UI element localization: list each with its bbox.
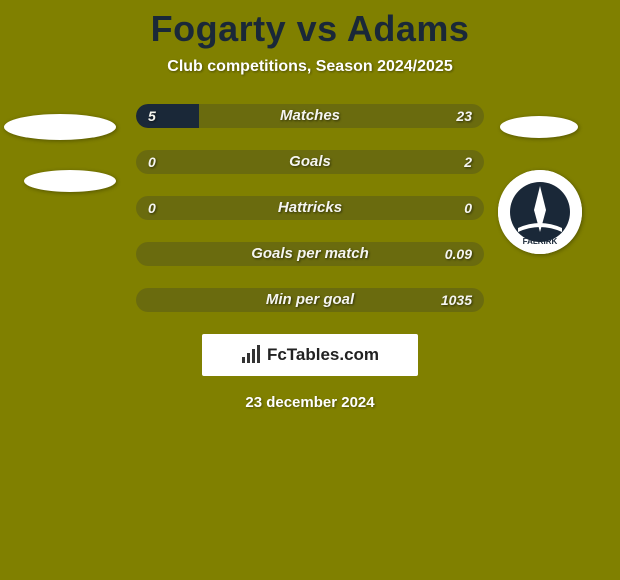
- footer-date: 23 december 2024: [0, 394, 620, 411]
- bar-fill-left: [136, 104, 199, 128]
- page-subtitle: Club competitions, Season 2024/2025: [0, 58, 620, 76]
- bar-label: Min per goal: [136, 288, 484, 312]
- bar-row-hattricks: 0 Hattricks 0: [136, 196, 484, 220]
- player-left-avatar-2: [24, 170, 116, 192]
- bar-row-gpm: Goals per match 0.09: [136, 242, 484, 266]
- bar-value-right: 23: [456, 104, 472, 128]
- bar-value-right: 0.09: [445, 242, 472, 266]
- bar-row-matches: 5 Matches 23: [136, 104, 484, 128]
- player-left-avatar-1: [4, 114, 116, 140]
- watermark-box: FcTables.com: [202, 334, 418, 376]
- club-badge-icon: FALKIRK: [498, 170, 582, 254]
- bar-value-left: 0: [148, 150, 156, 174]
- bar-row-mpg: Min per goal 1035: [136, 288, 484, 312]
- comparison-chart: FALKIRK 5 Matches 23 0 Goals 2 0 Hattric…: [0, 104, 620, 312]
- bar-value-left: 0: [148, 196, 156, 220]
- bar-label: Goals per match: [136, 242, 484, 266]
- page-title: Fogarty vs Adams: [0, 0, 620, 50]
- bars-icon: [241, 345, 263, 365]
- bars-container: 5 Matches 23 0 Goals 2 0 Hattricks 0 Goa…: [136, 104, 484, 312]
- svg-text:FALKIRK: FALKIRK: [523, 237, 558, 246]
- bar-value-right: 1035: [441, 288, 472, 312]
- watermark-text: FcTables.com: [267, 345, 379, 365]
- player-right-avatar-1: [500, 116, 578, 138]
- bar-value-right: 2: [464, 150, 472, 174]
- bar-value-right: 0: [464, 196, 472, 220]
- bar-label: Hattricks: [136, 196, 484, 220]
- bar-row-goals: 0 Goals 2: [136, 150, 484, 174]
- club-badge-right: FALKIRK: [498, 170, 582, 254]
- bar-label: Goals: [136, 150, 484, 174]
- bar-value-left: 5: [148, 104, 156, 128]
